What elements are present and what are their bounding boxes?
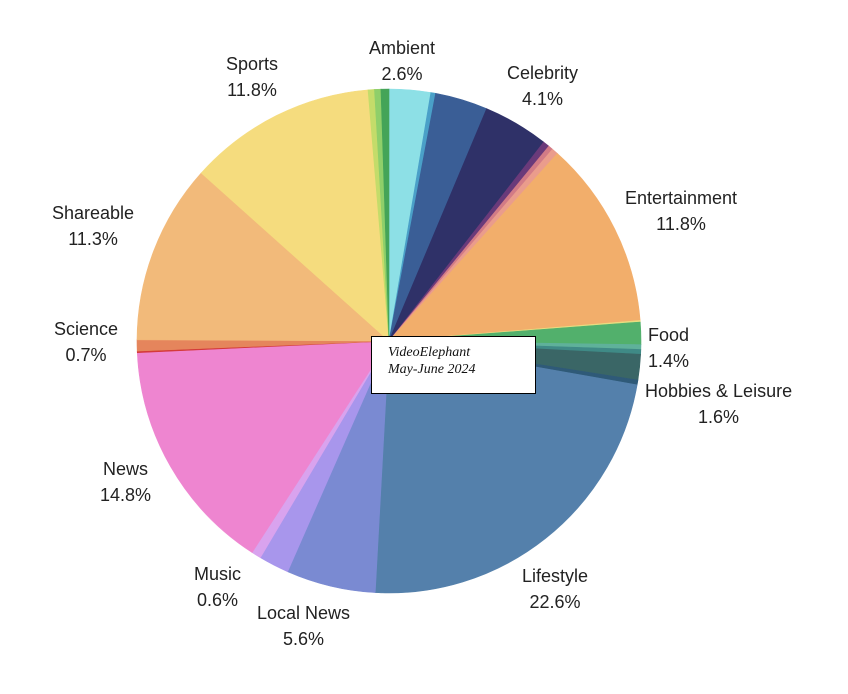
label-lifestyle-pct: 22.6% [529, 592, 581, 612]
label-ambient-pct: 2.6% [381, 64, 423, 84]
label-music-pct: 0.6% [196, 590, 239, 610]
label-music-name: Music [194, 564, 242, 584]
source-annotation-line-2: May-June 2024 [388, 362, 476, 377]
label-celebrity: Celebrity 4.1% [507, 60, 578, 112]
source-annotation-box: VideoElephant May-June 2024 [371, 336, 536, 394]
label-local-news-name: Local News [257, 603, 351, 623]
label-lifestyle-name: Lifestyle [522, 566, 589, 586]
label-science-name: Science [54, 319, 119, 339]
pie-slice-entertainment [388, 153, 641, 342]
label-shareable-name: Shareable [52, 203, 135, 223]
label-shareable: Shareable 11.3% [52, 200, 134, 252]
label-science: Science 0.7% [54, 316, 118, 368]
label-news-pct: 14.8% [100, 485, 152, 505]
label-local-news-pct: 5.6% [283, 629, 325, 649]
label-food-name: Food [648, 325, 690, 345]
label-sports-name: Sports [226, 54, 279, 74]
label-celebrity-pct: 4.1% [522, 89, 564, 109]
pie-slice-sports [200, 89, 390, 342]
source-annotation-line-1: VideoElephant [388, 345, 471, 360]
label-sports-pct: 11.8% [227, 80, 277, 100]
label-entertainment-pct: 11.8% [656, 214, 706, 234]
label-food: Food 1.4% [648, 322, 689, 374]
label-food-pct: 1.4% [648, 351, 690, 371]
label-entertainment: Entertainment 11.8% [625, 185, 737, 237]
label-hobbies-pct: 1.6% [698, 407, 740, 427]
label-sports: Sports 11.8% [226, 51, 278, 103]
label-ambient: Ambient 2.6% [369, 35, 435, 87]
pie-slice-lifestyle [374, 340, 638, 594]
label-news: News 14.8% [100, 456, 151, 508]
pie-slice-minor-25 [380, 88, 390, 342]
pie-slice-news [136, 340, 390, 553]
label-hobbies: Hobbies & Leisure 1.6% [645, 378, 792, 430]
label-music: Music 0.6% [194, 561, 241, 613]
pie-slice-shareable [136, 172, 390, 342]
label-science-pct: 0.7% [65, 345, 107, 365]
label-celebrity-name: Celebrity [507, 63, 579, 83]
label-entertainment-name: Entertainment [625, 188, 738, 208]
label-hobbies-name: Hobbies & Leisure [645, 381, 793, 401]
label-shareable-pct: 11.3% [68, 229, 118, 249]
label-news-name: News [103, 459, 149, 479]
label-lifestyle: Lifestyle 22.6% [522, 563, 588, 615]
label-local-news: Local News 5.6% [257, 600, 350, 652]
label-ambient-name: Ambient [369, 38, 436, 58]
